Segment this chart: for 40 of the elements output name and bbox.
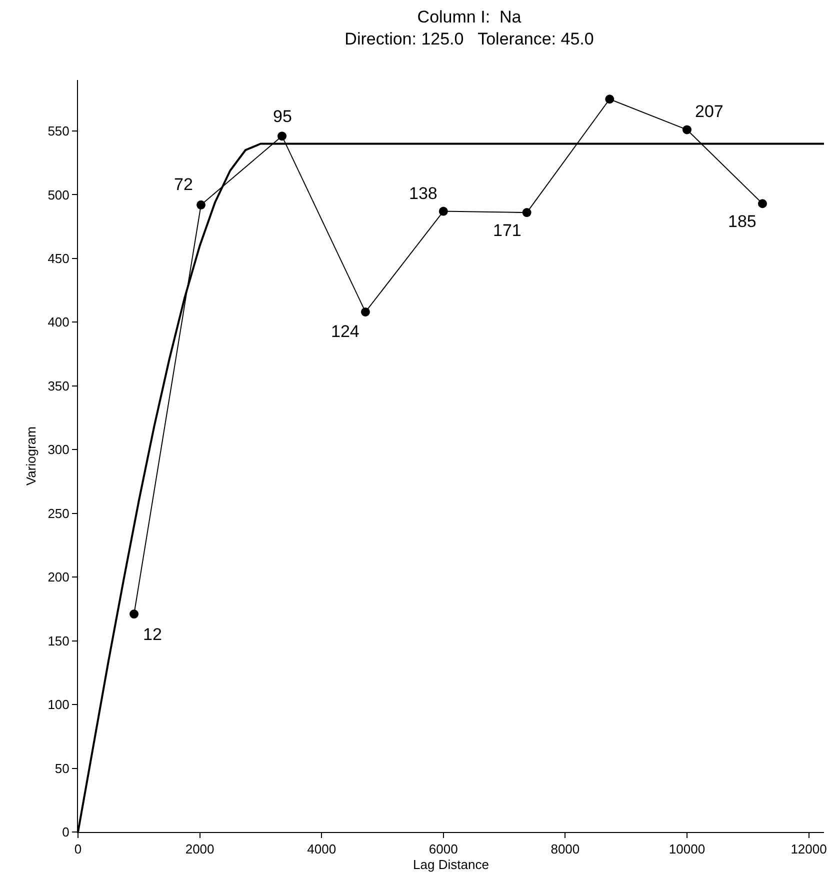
x-tick-label: 0 xyxy=(74,842,82,857)
point xyxy=(130,610,139,619)
point xyxy=(605,94,614,104)
chart-subtitle: Direction: 125.0 Tolerance: 45.0 xyxy=(344,30,594,48)
annotation: 185 xyxy=(728,212,756,231)
point xyxy=(196,200,206,210)
y-tick-label: 0 xyxy=(62,824,70,840)
y-tick-label: 550 xyxy=(48,124,70,139)
y-tick-label: 400 xyxy=(48,314,70,330)
point xyxy=(360,307,370,316)
x-tick-label: 6000 xyxy=(428,842,458,857)
point xyxy=(682,125,692,134)
y-tick-label: 50 xyxy=(54,760,70,776)
annotation: 12 xyxy=(143,625,162,644)
point xyxy=(438,206,448,216)
annotation: 171 xyxy=(493,221,522,240)
y-tick-label: 300 xyxy=(48,442,70,458)
y-tick-label: 100 xyxy=(48,697,70,712)
y-tick-label: 500 xyxy=(48,187,70,202)
y-tick-label: 150 xyxy=(48,633,70,648)
annotation: 138 xyxy=(409,184,438,203)
y-tick-label: 450 xyxy=(48,250,70,266)
y-axis-title: Variogram xyxy=(24,426,39,486)
x-tick-label: 4000 xyxy=(307,842,336,857)
annotation: 207 xyxy=(695,102,724,121)
annotation: 72 xyxy=(174,175,193,194)
x-axis-title: Lag Distance xyxy=(413,857,489,872)
y-tick-label: 350 xyxy=(48,378,70,394)
y-tick-label: 250 xyxy=(48,506,70,521)
x-tick-label: 2000 xyxy=(185,842,214,857)
x-tick-label: 12000 xyxy=(790,842,827,857)
y-tick-label: 200 xyxy=(48,570,70,585)
point xyxy=(758,199,767,208)
x-tick-label: 10000 xyxy=(668,842,706,857)
point xyxy=(278,132,287,141)
annotation: 124 xyxy=(331,322,360,341)
chart-title: Column I: Na xyxy=(417,7,522,26)
point xyxy=(522,208,532,218)
x-tick-label: 8000 xyxy=(550,842,580,857)
annotation: 95 xyxy=(273,107,292,126)
